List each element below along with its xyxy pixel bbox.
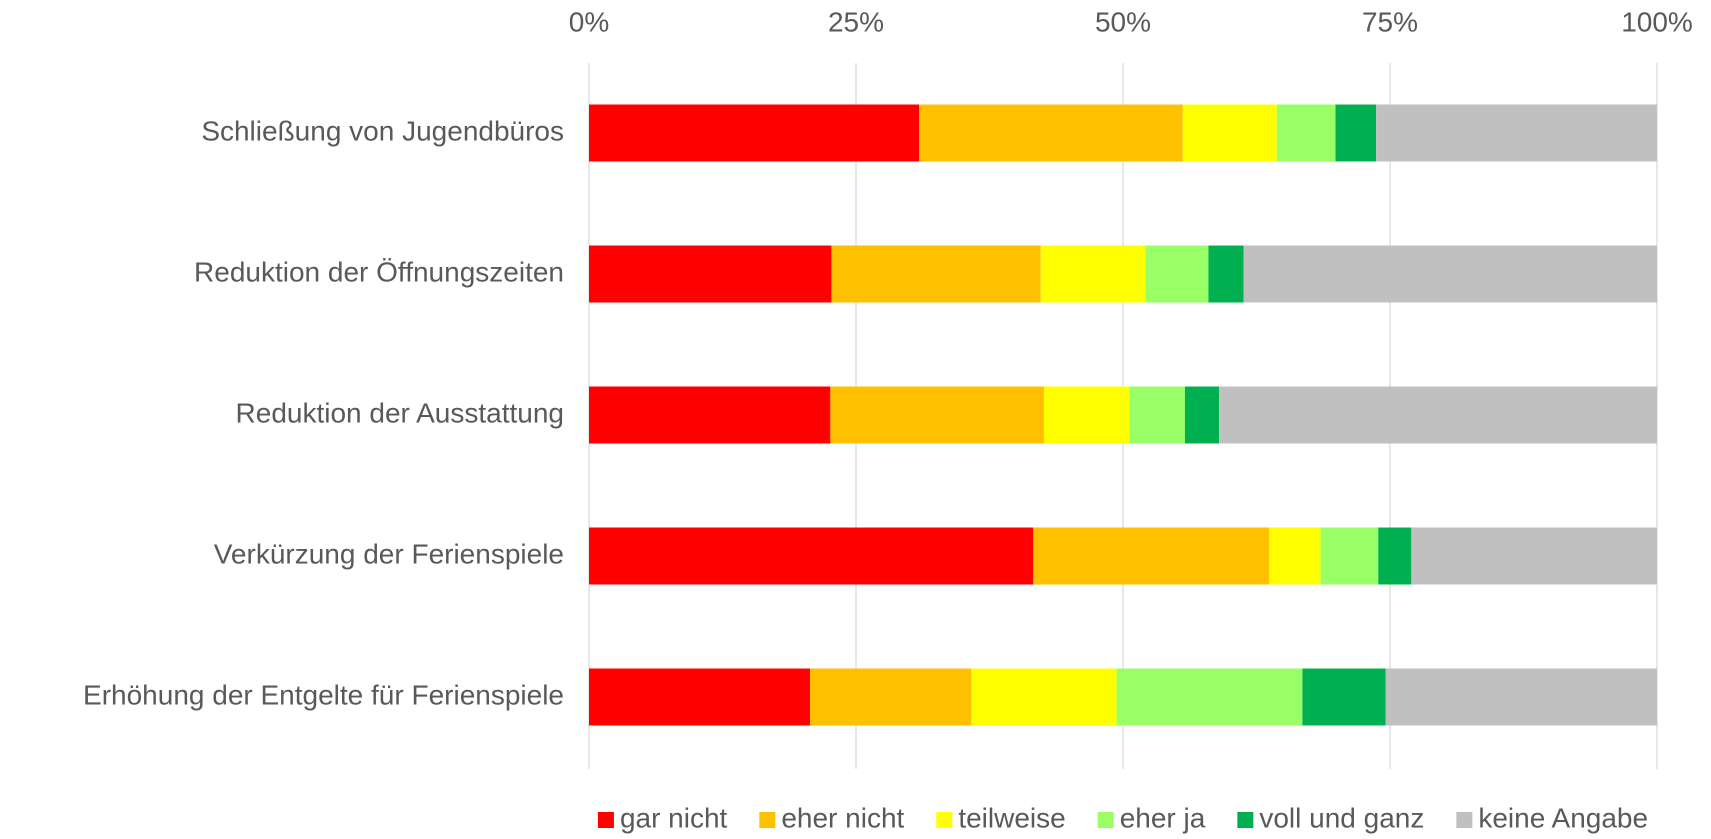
bar-segment <box>810 668 972 726</box>
bar-segment <box>1043 386 1130 444</box>
bar-segment <box>589 668 811 726</box>
legend-swatch <box>597 812 614 828</box>
bar-segment <box>1033 527 1270 585</box>
bar-segment <box>1376 104 1657 162</box>
y-tick-label: Schließung von Jugendbüros <box>201 115 564 146</box>
bar-segment <box>919 104 1183 162</box>
legend-swatch <box>1237 812 1254 828</box>
bar-segment <box>1269 527 1321 585</box>
bar-segment <box>1184 386 1220 444</box>
y-tick-label: Reduktion der Ausstattung <box>236 397 564 428</box>
bar-segment <box>1129 386 1185 444</box>
legend-swatch <box>1456 812 1473 828</box>
bar-segment <box>589 104 920 162</box>
bar-segment <box>1378 527 1412 585</box>
legend-label: keine Angabe <box>1478 802 1648 833</box>
x-tick-label: 75% <box>1362 6 1418 37</box>
bar-segment <box>1335 104 1377 162</box>
legend-label: eher nicht <box>781 802 904 833</box>
y-tick-label: Verkürzung der Ferienspiele <box>214 538 564 569</box>
x-tick-label: 100% <box>1621 6 1693 37</box>
bar-segment <box>1276 104 1336 162</box>
y-tick-label: Erhöhung der Entgelte für Ferienspiele <box>83 679 564 710</box>
legend-label: gar nicht <box>620 802 728 833</box>
bar-segment <box>971 668 1117 726</box>
bar-segment <box>589 386 831 444</box>
bar-segment <box>1145 245 1209 303</box>
legend-swatch <box>936 812 953 828</box>
x-tick-label: 0% <box>569 6 609 37</box>
bar-segment <box>1116 668 1303 726</box>
bar-segment <box>589 527 1034 585</box>
bar-segment <box>1208 245 1244 303</box>
x-tick-label: 50% <box>1095 6 1151 37</box>
bar-segment <box>1243 245 1657 303</box>
bar-segment <box>589 245 832 303</box>
bar-segment <box>1182 104 1277 162</box>
bar-segment <box>830 386 1044 444</box>
legend-label: teilweise <box>958 802 1065 833</box>
legend-label: eher ja <box>1120 802 1206 833</box>
bar-segment <box>1411 527 1657 585</box>
bar-segment <box>1219 386 1657 444</box>
bar-segment <box>1385 668 1657 726</box>
x-tick-label: 25% <box>828 6 884 37</box>
y-tick-label: Reduktion der Öffnungszeiten <box>194 256 564 287</box>
bar-segment <box>831 245 1041 303</box>
legend-label: voll und ganz <box>1259 802 1424 833</box>
legend-swatch <box>759 812 776 828</box>
bar-segment <box>1040 245 1146 303</box>
bar-segment <box>1320 527 1379 585</box>
bar-segment <box>1302 668 1386 726</box>
legend-swatch <box>1097 812 1114 828</box>
